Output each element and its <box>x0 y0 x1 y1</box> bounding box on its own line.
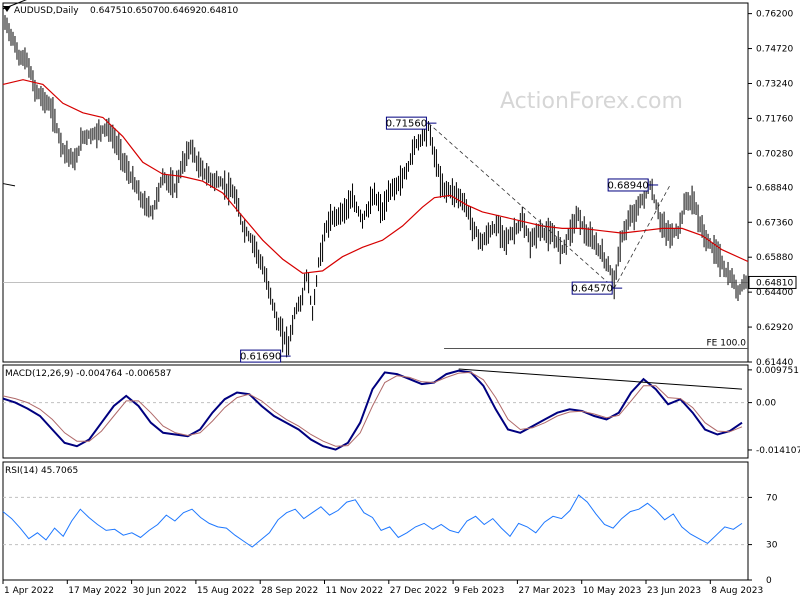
low-value: 0.64692 <box>164 6 201 16</box>
y-tick-label: 0.65880 <box>756 253 793 263</box>
y-tick-label: 0.64400 <box>756 288 793 298</box>
y-tick-label: 0.68840 <box>756 183 793 193</box>
x-tick-label: 11 Nov 2022 <box>326 586 384 596</box>
x-tick-label: 27 Mar 2023 <box>518 586 575 596</box>
macd-y-tick-label: 0.00 <box>756 399 776 409</box>
y-tick-label: 0.62920 <box>756 323 793 333</box>
price-callout-label: 0.71560 <box>386 119 427 130</box>
x-tick-label: 10 May 2023 <box>583 586 642 596</box>
rsi-y-tick-label: 0 <box>766 576 772 586</box>
x-tick-label: 8 Aug 2023 <box>711 586 763 596</box>
rsi-y-tick-label: 70 <box>766 493 778 503</box>
last-price-box <box>748 275 797 289</box>
y-tick-label: 0.73240 <box>756 79 793 89</box>
last-price-label: 0.64810 <box>756 278 793 288</box>
rsi-panel: 70 30 0 <box>2 461 778 586</box>
time-axis: 1 Apr 2022 17 May 2022 30 Jun 2022 15 Aug 2… <box>2 580 763 596</box>
signal-line <box>2 371 743 447</box>
rsi-panel-frame <box>2 461 749 581</box>
open-value: 0.64751 <box>90 6 127 16</box>
x-tick-label: 17 May 2022 <box>68 586 127 596</box>
price-callout-label: 0.61690 <box>240 352 281 363</box>
dashed-projection-line <box>613 184 671 289</box>
macd-line <box>2 369 743 451</box>
price-callout-label: 0.64570 <box>571 284 612 295</box>
rsi-header: RSI(14) 45.7065 <box>5 466 78 476</box>
x-tick-label: 9 Feb 2023 <box>454 586 504 596</box>
fe-label: FE 100.0 <box>707 339 747 349</box>
macd-header: MACD(12,26,9) -0.004764 -0.006587 <box>5 369 171 379</box>
trend-line <box>2 183 16 187</box>
macd-y-tick-label: 0.009751 <box>756 366 799 376</box>
macd-trend-line <box>458 368 743 390</box>
y-tick-label: 0.71760 <box>756 114 793 124</box>
close-value: 0.64810 <box>201 6 238 16</box>
rsi-y-tick-label: 30 <box>766 541 778 551</box>
price-callout-label: 0.68940 <box>607 180 648 191</box>
y-tick-label: 0.61440 <box>756 358 793 368</box>
x-tick-label: 28 Sep 2022 <box>261 586 318 596</box>
x-tick-label: 23 Jun 2023 <box>647 586 701 596</box>
collapse-arrow-icon[interactable] <box>3 6 11 12</box>
x-tick-label: 27 Dec 2022 <box>390 586 448 596</box>
rsi-line <box>2 494 743 548</box>
trend-line <box>2 0 27 10</box>
y-tick-label: 0.76200 <box>756 10 793 20</box>
macd-y-tick-label: -0.014107 <box>756 446 800 456</box>
moving-average-line <box>2 79 749 274</box>
y-tick-label: 0.70280 <box>756 149 793 159</box>
watermark-text: ActionForex.com <box>500 89 683 114</box>
price-header: AUDUSD,Daily 0.64751 0.65070 0.64692 0.6… <box>3 6 238 16</box>
price-panel: FE 100.0 0.71560 0.61690 0.64570 0.68940 0.76… <box>2 0 797 368</box>
price-panel-frame <box>2 2 749 363</box>
high-value: 0.65070 <box>127 6 164 16</box>
x-tick-label: 15 Aug 2022 <box>197 586 255 596</box>
y-tick-label: 0.67360 <box>756 218 793 228</box>
symbol-label: AUDUSD,Daily <box>14 6 79 16</box>
x-tick-label: 30 Jun 2022 <box>133 586 187 596</box>
x-tick-label: 1 Apr 2022 <box>4 586 54 596</box>
macd-panel-frame <box>2 364 749 459</box>
macd-panel: 0.009751 0.00 -0.014107 <box>2 364 800 459</box>
y-tick-label: 0.74720 <box>756 45 793 55</box>
